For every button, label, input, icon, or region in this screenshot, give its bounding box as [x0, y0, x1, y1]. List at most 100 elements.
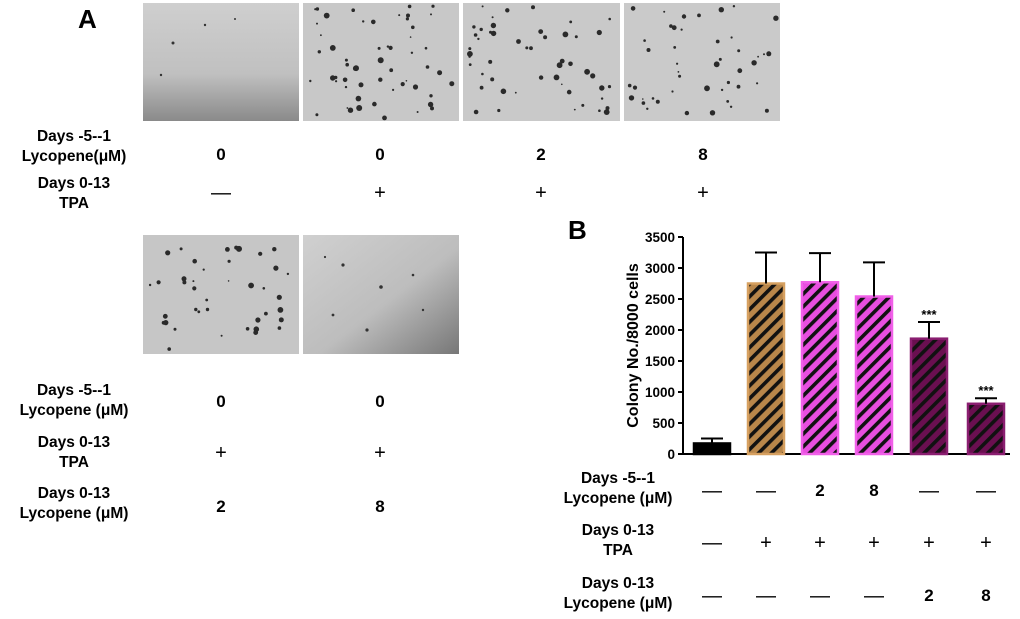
- colony-dot: [351, 8, 355, 12]
- colony-dot: [627, 83, 632, 88]
- colony-dot: [358, 82, 364, 88]
- colony-dot: [163, 320, 169, 326]
- colony-dot: [278, 317, 284, 323]
- value-cell: +: [923, 532, 935, 554]
- colony-dot: [556, 62, 563, 69]
- colony-dot: [245, 327, 250, 331]
- colony-dot: [181, 276, 187, 282]
- colony-dot: [335, 80, 338, 83]
- colony-dot: [377, 57, 384, 64]
- value-cell: —: [702, 532, 722, 554]
- colony-dot: [468, 47, 472, 51]
- row-label-line2: TPA: [59, 454, 89, 471]
- colony-dot: [737, 49, 741, 53]
- row-label-line1: Days -5--1: [580, 470, 656, 487]
- colony-dot: [491, 16, 494, 19]
- colony-dot: [427, 101, 434, 108]
- colony-dot: [477, 37, 480, 41]
- value-cell: 2: [216, 497, 226, 516]
- colony-dot: [344, 85, 348, 89]
- colony-dot: [405, 80, 408, 82]
- colony-dot: [651, 97, 655, 100]
- colony-dot: [473, 109, 479, 115]
- colony-dot: [643, 39, 646, 42]
- value-cell: 8: [375, 497, 385, 516]
- colony-dot: [320, 34, 322, 37]
- colony-dot: [412, 84, 419, 90]
- colony-dot: [720, 88, 724, 92]
- colony-dot: [678, 74, 682, 78]
- colony-dot: [437, 70, 443, 76]
- colony-dot: [346, 107, 349, 109]
- row-label: Days 0-13 Lycopene (μM): [548, 574, 688, 614]
- y-tick-label: 3500: [645, 230, 675, 245]
- row-label-line1: Days -5--1: [36, 382, 112, 399]
- colony-dot: [272, 247, 277, 252]
- colony-dot: [352, 66, 358, 71]
- value-cell: +: [980, 532, 992, 554]
- row-label: Days -5--1 Lycopene (μM): [0, 381, 148, 421]
- colony-dot: [156, 280, 161, 285]
- value-cell: +: [697, 182, 709, 204]
- colony-dot: [574, 35, 578, 39]
- colony-dot: [497, 108, 501, 113]
- value-cell: +: [760, 532, 772, 554]
- colony-dot: [148, 283, 152, 287]
- colony-dot: [424, 46, 428, 50]
- colony-dot: [205, 298, 209, 302]
- colony-dot: [756, 82, 759, 85]
- colony-dot: [405, 17, 409, 21]
- row-label-line2: Lycopene (μM): [19, 505, 129, 522]
- colony-dot: [468, 63, 472, 66]
- colony-dot: [600, 97, 604, 100]
- micrograph-svg: [143, 235, 299, 354]
- value-cell: 2: [924, 586, 934, 605]
- y-tick-label: 500: [652, 416, 675, 431]
- micrograph-image: [143, 3, 299, 121]
- colony-dot: [525, 46, 529, 50]
- colony-dot: [407, 4, 412, 9]
- colony-dot: [529, 46, 533, 51]
- colony-dot: [628, 95, 635, 101]
- colony-dot: [194, 307, 198, 312]
- colony-dot: [409, 36, 412, 38]
- value-cell: —: [810, 585, 830, 607]
- colony-dot: [425, 65, 430, 69]
- colony-dot: [516, 39, 521, 44]
- value-cell: 0: [375, 145, 385, 164]
- colony-dot: [273, 265, 279, 271]
- colony-dot: [646, 107, 649, 111]
- y-tick-label: 2000: [645, 323, 675, 338]
- colony-dot: [603, 109, 610, 115]
- colony-dot: [726, 80, 730, 85]
- colony-dot: [543, 35, 548, 40]
- colony-dot: [342, 77, 348, 83]
- value-cell: +: [868, 532, 880, 554]
- colony-dot: [684, 110, 690, 116]
- colony-dot: [713, 61, 720, 68]
- colony-dot: [561, 83, 563, 86]
- colony-dot: [671, 25, 677, 31]
- y-axis-title: Colony No./8000 cells: [625, 263, 642, 428]
- row-label: Days 0-13 TPA: [548, 521, 688, 561]
- colony-dot: [410, 51, 414, 54]
- row-label-line1: Days 0-13: [37, 485, 111, 502]
- colony-dot: [757, 55, 759, 58]
- micrograph-svg: [303, 235, 459, 354]
- colony-dot: [429, 94, 433, 98]
- value-cell: —: [702, 480, 722, 502]
- colony-dot: [323, 12, 330, 19]
- colony-dot: [559, 58, 565, 64]
- value-cell: +: [374, 442, 386, 464]
- row-label-line2: Lycopene (μM): [563, 490, 673, 507]
- colony-dot: [277, 326, 282, 330]
- y-tick-label: 2500: [645, 292, 675, 307]
- colony-dot: [479, 85, 484, 90]
- colony-dot: [227, 259, 231, 263]
- value-cell: —: [211, 182, 231, 204]
- colony-dot: [584, 68, 590, 75]
- colony-dot: [641, 101, 646, 105]
- row-label-line1: Days 0-13: [581, 522, 655, 539]
- value-cell: 2: [815, 481, 825, 500]
